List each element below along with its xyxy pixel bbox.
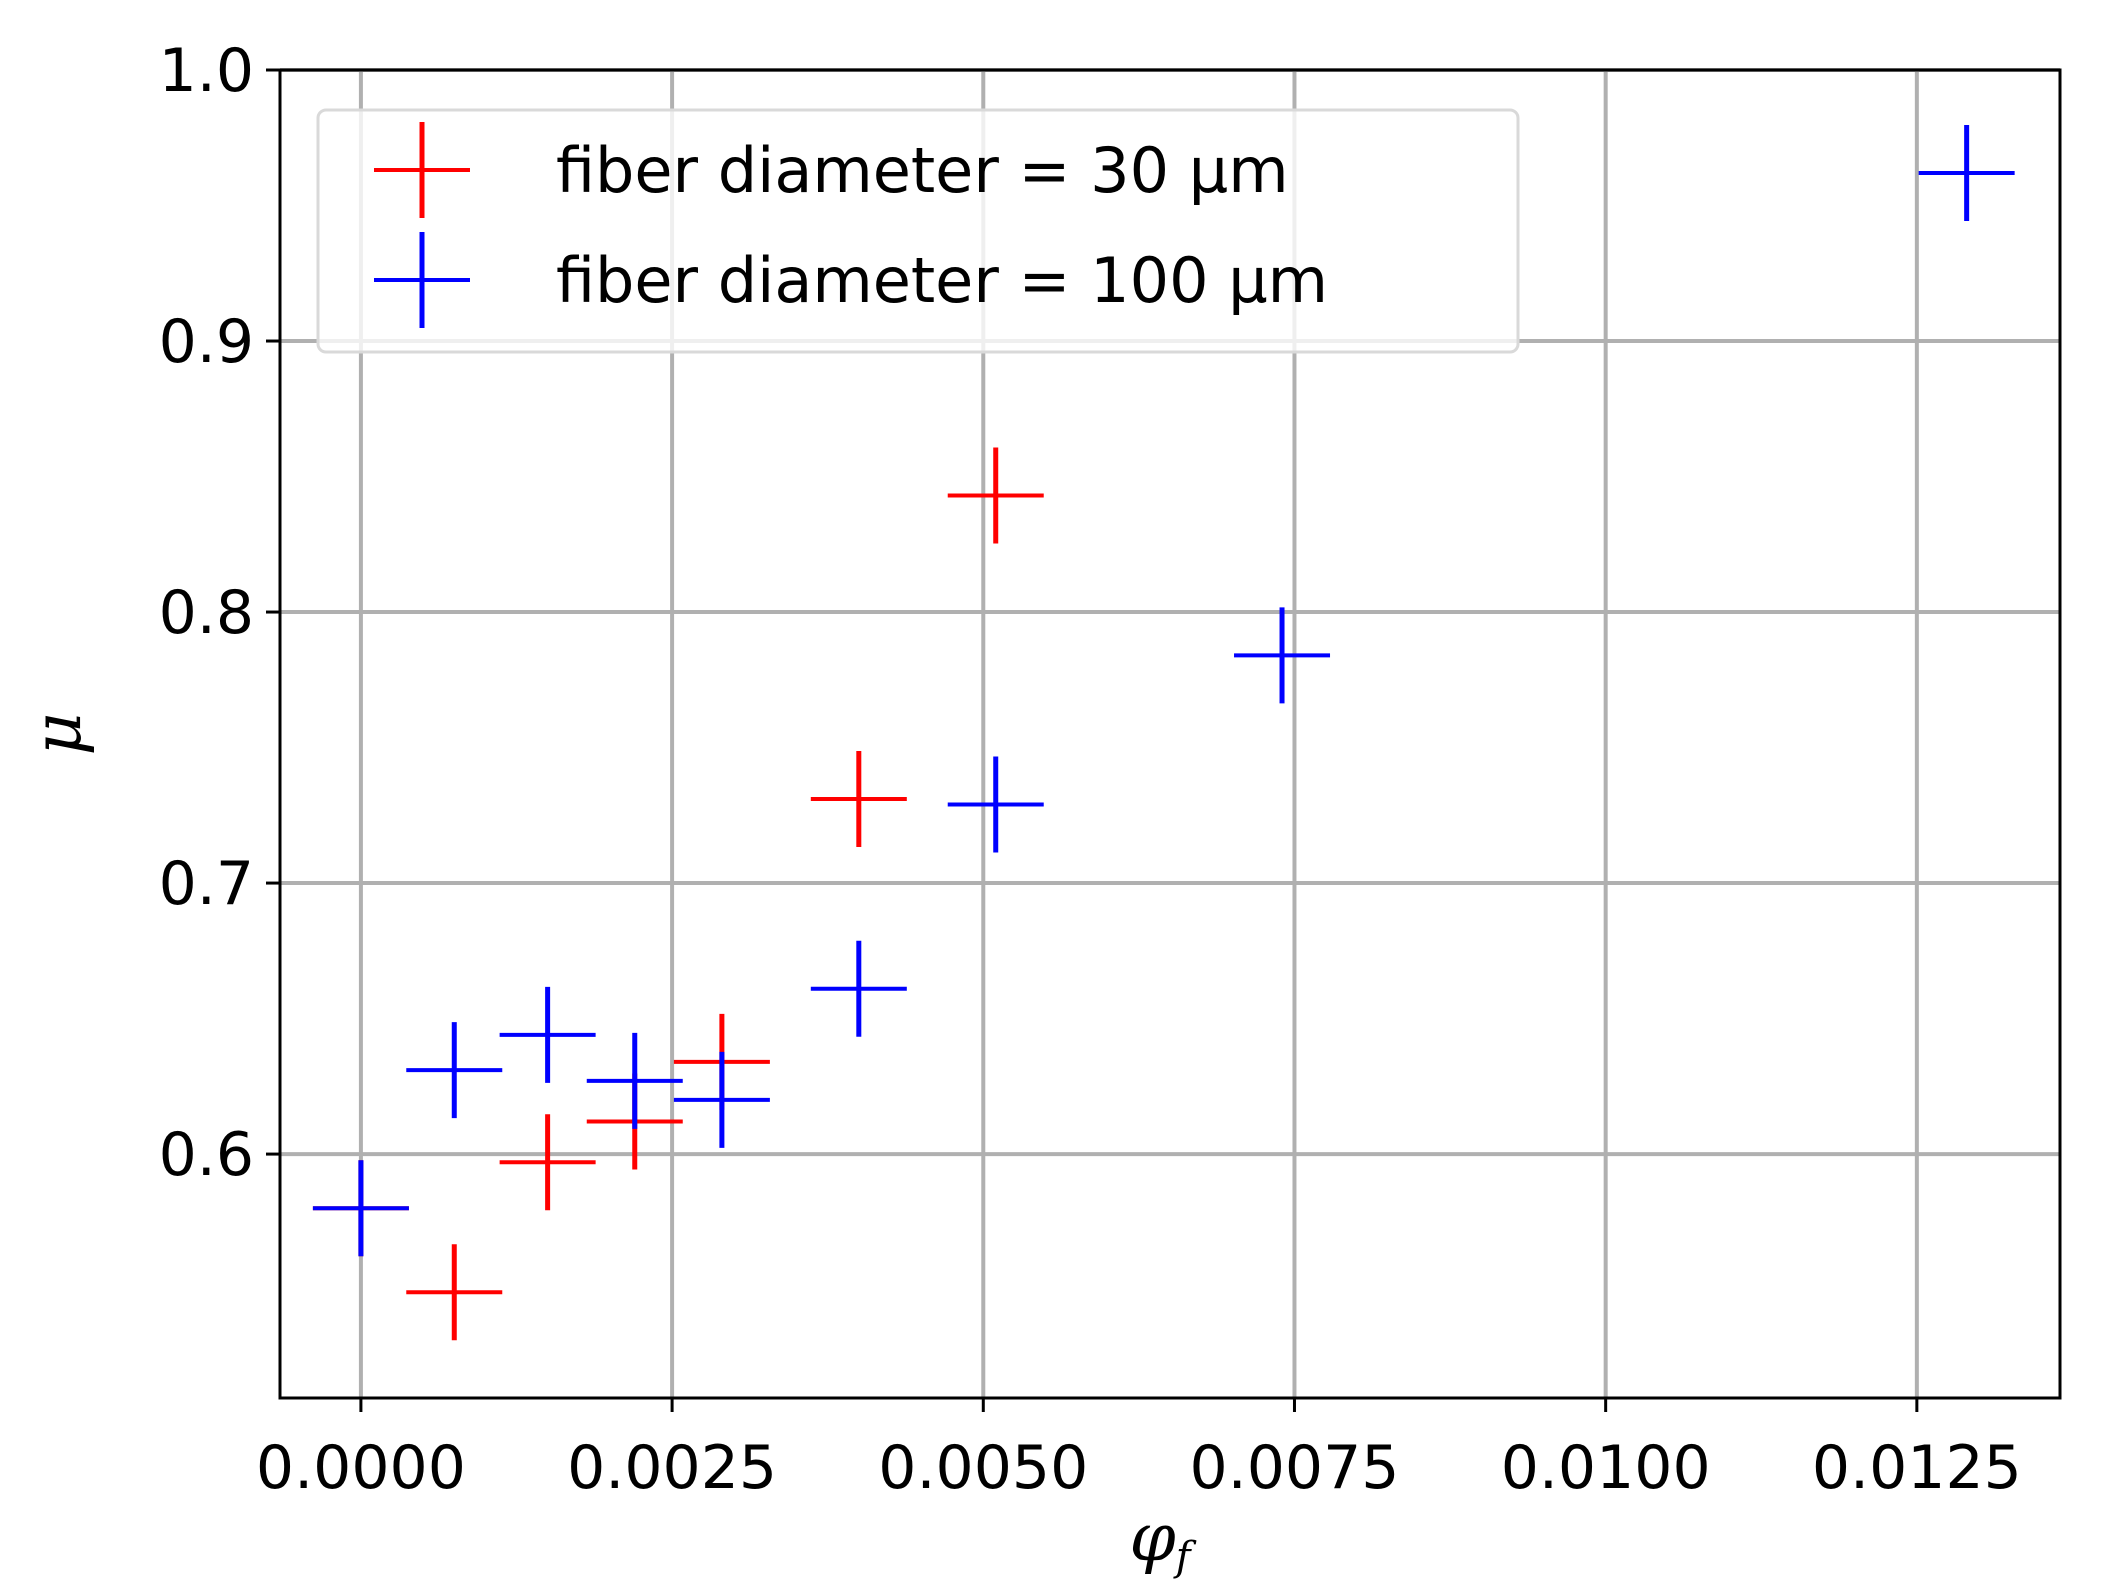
data-point bbox=[312, 1160, 409, 1257]
data-point bbox=[947, 447, 1044, 544]
data-point bbox=[406, 1022, 503, 1119]
data-point bbox=[947, 756, 1044, 853]
x-axis-label: φf bbox=[1129, 1499, 1196, 1580]
legend: fiber diameter = 30 μm fiber diameter = 1… bbox=[316, 108, 1520, 354]
x-tick-labels: 0.0000 0.0025 0.0050 0.0075 0.0100 0.0125 bbox=[256, 1433, 2022, 1503]
data-point bbox=[1234, 607, 1331, 704]
data-point bbox=[1918, 124, 2015, 221]
data-markers bbox=[312, 124, 2015, 1341]
legend-entry: fiber diameter = 100 μm bbox=[374, 232, 1328, 328]
x-tick-label: 0.0075 bbox=[1189, 1433, 1399, 1503]
data-point bbox=[810, 940, 907, 1037]
legend-entries: fiber diameter = 30 μm fiber diameter = 1… bbox=[374, 122, 1328, 328]
data-point bbox=[586, 1032, 683, 1129]
y-tick-label: 0.9 bbox=[159, 307, 254, 377]
y-tick-label: 0.8 bbox=[159, 578, 254, 648]
y-tick-label: 0.6 bbox=[159, 1120, 254, 1190]
series-1-markers bbox=[312, 447, 1044, 1341]
data-point bbox=[406, 1244, 503, 1341]
data-point bbox=[810, 751, 907, 848]
x-tick-label: 0.0100 bbox=[1501, 1433, 1711, 1503]
legend-box bbox=[316, 108, 1520, 354]
y-tick-labels: 0.6 0.7 0.8 0.9 1.0 bbox=[159, 36, 254, 1190]
x-axis-label-symbol: φ bbox=[1129, 1499, 1175, 1576]
x-tick-label: 0.0000 bbox=[256, 1433, 466, 1503]
y-tick-label: 1.0 bbox=[159, 36, 254, 106]
x-tick-label: 0.0050 bbox=[878, 1433, 1088, 1503]
series-2-markers bbox=[312, 124, 2015, 1257]
x-axis-label-subscript: f bbox=[1173, 1534, 1197, 1580]
data-point bbox=[673, 1051, 770, 1148]
data-point bbox=[499, 986, 596, 1083]
x-tick-label: 0.0125 bbox=[1812, 1433, 2022, 1503]
legend-label: fiber diameter = 100 μm bbox=[556, 244, 1328, 317]
legend-entry: fiber diameter = 30 μm bbox=[374, 122, 1289, 218]
y-axis-label: μ bbox=[19, 713, 96, 756]
y-tick-label: 0.7 bbox=[159, 849, 254, 919]
x-tick-label: 0.0025 bbox=[567, 1433, 777, 1503]
legend-label: fiber diameter = 30 μm bbox=[556, 134, 1289, 207]
axis-ticks bbox=[266, 68, 1919, 1412]
plot-frame bbox=[278, 68, 2062, 1400]
data-point bbox=[499, 1114, 596, 1211]
